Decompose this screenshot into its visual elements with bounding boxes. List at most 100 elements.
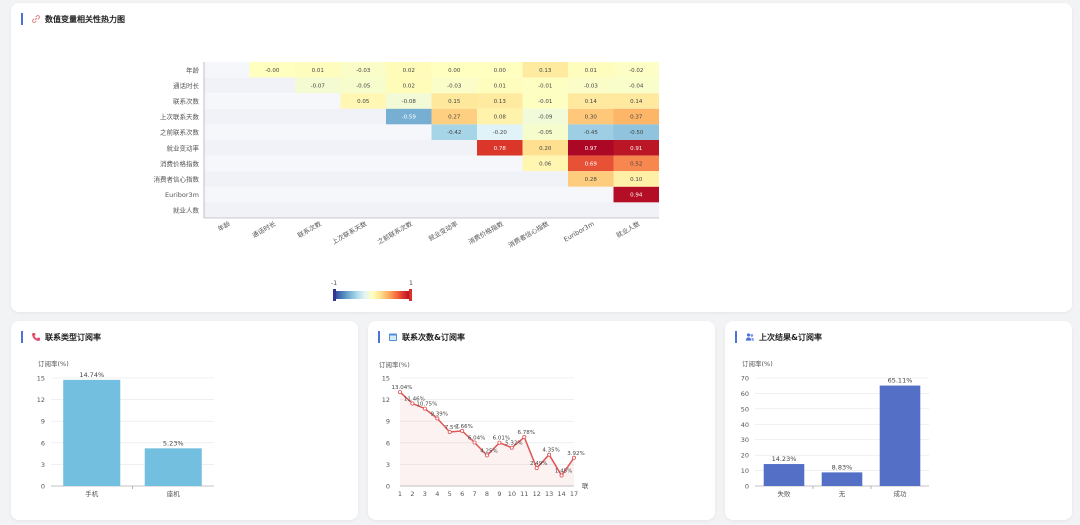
heatmap-x-tick-label: 消费者信心指数 xyxy=(506,219,550,250)
people-icon xyxy=(744,332,755,343)
heatmap-cell xyxy=(431,171,477,187)
bar-value-label: 8.83% xyxy=(832,463,853,471)
line-point xyxy=(485,453,490,458)
line-point-label: 13.04% xyxy=(392,385,413,391)
accent-bar xyxy=(21,331,23,343)
heatmap-x-tick-label: 消费价格指数 xyxy=(466,219,505,247)
line-point-label: 6.01% xyxy=(493,436,510,442)
heatmap-cell xyxy=(522,186,568,203)
contact-count-line-chart: 0 3 6 9 12 15 订阅率(%) 13.04% 1 11.46% 2 10.75% 3 9.39%… xyxy=(379,360,589,498)
heatmap-cell xyxy=(295,202,341,218)
heatmap-cell xyxy=(204,93,250,109)
heatmap-cell xyxy=(477,124,523,140)
heatmap-cell xyxy=(249,124,295,140)
heatmap-cell-label: 0.37 xyxy=(630,115,643,121)
heatmap-cell-label: -0.59 xyxy=(402,115,417,121)
heatmap-cell xyxy=(613,186,659,203)
bar-value-label: 14.74% xyxy=(79,371,104,379)
heatmap-cell xyxy=(522,124,568,140)
heatmap-cell xyxy=(340,77,386,94)
y-tick-label: 50 xyxy=(741,405,749,413)
heatmap-x-tick-label: 就业变动率 xyxy=(427,219,460,243)
heatmap-cell xyxy=(295,77,341,94)
heatmap-x-tick-label: Euribor3m xyxy=(562,220,595,244)
x-tick-label: 5 xyxy=(448,490,452,498)
heatmap-cell xyxy=(477,108,523,125)
contact-type-card-header: 联系类型订阅率 xyxy=(21,329,101,345)
prev-outcome-bar-chart: 0 10 20 30 40 50 60 70 订阅率(%) 14.23% 失败 8.83% 无 65.11… xyxy=(741,359,929,498)
line-point-label: 4.35% xyxy=(542,448,559,454)
bar xyxy=(63,379,121,486)
heatmap-cell xyxy=(204,171,250,187)
y-tick-label: 0 xyxy=(386,483,390,491)
y-tick-label: 9 xyxy=(386,418,390,426)
heatmap-x-tick-label: 上次联系天数 xyxy=(330,219,369,247)
heatmap-cell-label: 0.01 xyxy=(312,68,324,74)
heatmap-cell-label: 0.28 xyxy=(585,177,598,183)
accent-bar xyxy=(735,331,737,343)
y-tick-label: 20 xyxy=(741,452,749,460)
heatmap-cell xyxy=(249,140,295,156)
heatmap-cell-label: -0.03 xyxy=(356,68,371,74)
line-point xyxy=(460,428,465,433)
contact-count-card: 联系次数&订阅率 0 3 6 9 12 15 订阅率(%) 13.04% 1 11.46% 2 10.… xyxy=(368,321,715,520)
heatmap-cell xyxy=(340,62,386,78)
heatmap-cell xyxy=(477,62,523,78)
heatmap-cell xyxy=(249,77,295,94)
heatmap-cell xyxy=(568,62,614,78)
heatmap-card-header: 数值变量相关性热力图 xyxy=(21,11,125,27)
line-point-label: 2.49% xyxy=(530,461,547,467)
heatmap-cell xyxy=(249,202,295,218)
visual-map-handle-max xyxy=(409,289,412,301)
bar xyxy=(821,472,863,486)
heatmap-cell xyxy=(386,124,432,140)
heatmap-cell xyxy=(613,155,659,172)
visual-map-min-label: -1 xyxy=(331,279,337,287)
y-tick-label: 40 xyxy=(741,421,749,429)
heatmap-cell-label: 0.02 xyxy=(403,68,415,74)
line-point-label: 5.32% xyxy=(505,441,522,447)
line-point-label: 9.39% xyxy=(431,411,448,417)
line-point xyxy=(534,466,539,471)
line-point-label: 11.46% xyxy=(404,396,425,402)
heatmap-cell xyxy=(295,155,341,172)
y-axis-label: 订阅率(%) xyxy=(742,359,773,368)
line-point xyxy=(559,473,564,478)
y-tick-label: 6 xyxy=(386,439,390,447)
heatmap-cell xyxy=(568,93,614,109)
heatmap-x-tick-label: 年龄 xyxy=(216,219,232,234)
x-tick-label: 无 xyxy=(839,490,846,498)
x-tick-label: 失败 xyxy=(778,489,792,498)
heatmap-cell xyxy=(340,124,386,140)
heatmap-cell-label: 0.05 xyxy=(357,99,370,105)
heatmap-y-tick-label: 年龄 xyxy=(186,65,200,74)
heatmap-cell xyxy=(204,124,250,140)
heatmap-cell xyxy=(386,140,432,156)
heatmap-y-tick-label: 就业人数 xyxy=(173,206,200,215)
heatmap-cell-label: 0.91 xyxy=(630,146,642,152)
heatmap-y-tick-label: 消费价格指数 xyxy=(160,159,200,168)
heatmap-cell xyxy=(431,62,477,78)
visual-map-handle-min xyxy=(333,289,336,301)
heatmap-x-tick-label: 通话时长 xyxy=(250,219,277,240)
heatmap-cell xyxy=(477,186,523,203)
x-tick-label: 座机 xyxy=(167,489,181,498)
heatmap-cell-label: -0.05 xyxy=(356,83,371,89)
heatmap-cell xyxy=(386,93,432,109)
bar xyxy=(144,448,202,486)
y-tick-label: 12 xyxy=(37,396,45,404)
heatmap-cell xyxy=(386,108,432,125)
heatmap-cell xyxy=(204,77,250,94)
x-tick-label: 12 xyxy=(533,490,541,498)
visual-map-max-label: 1 xyxy=(409,279,413,287)
heatmap-cell-label: 0.52 xyxy=(630,161,642,167)
x-tick-label: 1 xyxy=(398,490,402,498)
x-tick-label: 手机 xyxy=(85,489,99,498)
heatmap-cell-label: 0.01 xyxy=(585,68,597,74)
prev-outcome-title: 上次结果&订阅率 xyxy=(759,332,822,342)
heatmap-y-tick-label: 联系次数 xyxy=(173,97,200,106)
y-tick-label: 3 xyxy=(41,461,45,469)
heatmap-cell xyxy=(613,77,659,94)
heatmap-cell-label: -0.02 xyxy=(629,68,643,74)
heatmap-cell xyxy=(568,140,614,156)
